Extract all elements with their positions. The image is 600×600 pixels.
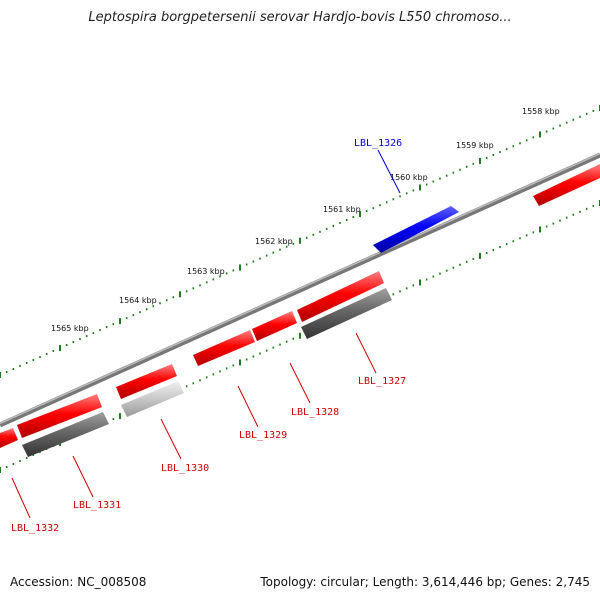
- gene-lbl-1328[interactable]: [252, 311, 297, 341]
- feature-lbl-1330[interactable]: [121, 381, 184, 417]
- leader-line-lbl-1330: [160, 418, 182, 460]
- ruler-label: 1560 kbp: [390, 173, 428, 182]
- ruler-label: 1561 kbp: [323, 205, 361, 214]
- leader-line-lbl-1328: [289, 362, 311, 404]
- outer-tick-ring: [0, 105, 600, 378]
- feature-lbl-1331[interactable]: [22, 412, 109, 457]
- gene-lbl-1330[interactable]: [116, 364, 177, 399]
- leader-line-lbl-1326: [377, 149, 401, 194]
- gene-label-lbl-1330[interactable]: LBL_1330: [161, 463, 209, 474]
- gene-lbl-1329[interactable]: [193, 330, 255, 366]
- feature-lbl-1327[interactable]: [301, 288, 392, 339]
- accession-text: Accession: NC_008508: [10, 575, 147, 589]
- ruler-label: 1562 kbp: [255, 237, 293, 246]
- gene-label-lbl-1332[interactable]: LBL_1332: [11, 523, 59, 534]
- ruler-label: 1558 kbp: [522, 107, 560, 116]
- ruler-label: 1564 kbp: [119, 296, 157, 305]
- leader-line-lbl-1332: [11, 477, 31, 519]
- gene-label-lbl-1331[interactable]: LBL_1331: [73, 500, 121, 511]
- gene-arrow-top-right[interactable]: [533, 164, 600, 206]
- gene-lbl-1327[interactable]: [297, 271, 384, 322]
- topology-text: Topology: circular; Length: 3,614,446 bp…: [260, 575, 590, 589]
- leader-line-lbl-1327: [355, 332, 377, 374]
- gene-label-lbl-1329[interactable]: LBL_1329: [239, 430, 287, 441]
- map-title: Leptospira borgpetersenii serovar Hardjo…: [88, 10, 512, 25]
- gene-label-lbl-1327[interactable]: LBL_1327: [358, 376, 406, 387]
- ruler-label: 1559 kbp: [456, 141, 494, 150]
- gene-label-lbl-1326[interactable]: LBL_1326: [354, 138, 402, 149]
- gene-lbl-1331[interactable]: [17, 394, 102, 438]
- ruler-label: 1565 kbp: [51, 324, 89, 333]
- gene-label-lbl-1328[interactable]: LBL_1328: [291, 407, 339, 418]
- chromosome-backbone-highlight: [0, 152, 600, 425]
- leader-line-lbl-1331: [72, 455, 94, 498]
- ruler-label: 1563 kbp: [187, 267, 225, 276]
- gene-lbl-1326[interactable]: [373, 206, 459, 253]
- gene-lbl-1332[interactable]: [0, 428, 18, 448]
- chromosome-backbone: [0, 152, 600, 428]
- leader-line-lbl-1329: [237, 385, 259, 428]
